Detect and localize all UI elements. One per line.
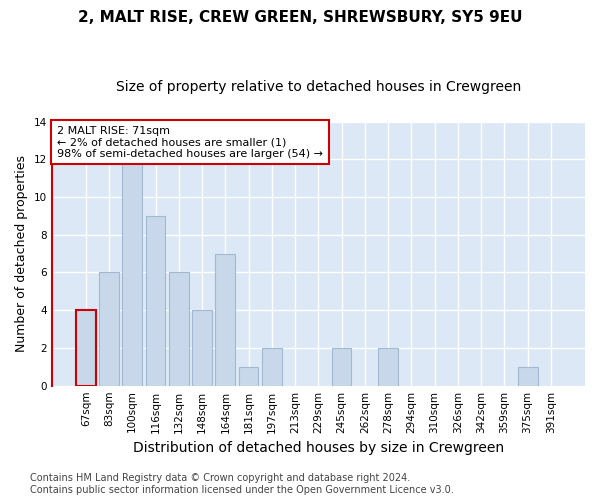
Bar <box>378 348 398 386</box>
Bar <box>192 310 212 386</box>
Bar <box>518 367 538 386</box>
Y-axis label: Number of detached properties: Number of detached properties <box>15 155 28 352</box>
Text: 2 MALT RISE: 71sqm
← 2% of detached houses are smaller (1)
98% of semi-detached : 2 MALT RISE: 71sqm ← 2% of detached hous… <box>57 126 323 158</box>
Bar <box>99 272 119 386</box>
Bar <box>146 216 166 386</box>
Text: 2, MALT RISE, CREW GREEN, SHREWSBURY, SY5 9EU: 2, MALT RISE, CREW GREEN, SHREWSBURY, SY… <box>78 10 522 25</box>
Bar <box>215 254 235 386</box>
Text: Contains HM Land Registry data © Crown copyright and database right 2024.
Contai: Contains HM Land Registry data © Crown c… <box>30 474 454 495</box>
Title: Size of property relative to detached houses in Crewgreen: Size of property relative to detached ho… <box>116 80 521 94</box>
Bar <box>122 160 142 386</box>
Bar <box>262 348 282 386</box>
Bar <box>239 367 259 386</box>
Bar <box>169 272 188 386</box>
Bar <box>332 348 352 386</box>
X-axis label: Distribution of detached houses by size in Crewgreen: Distribution of detached houses by size … <box>133 441 504 455</box>
Bar <box>76 310 95 386</box>
